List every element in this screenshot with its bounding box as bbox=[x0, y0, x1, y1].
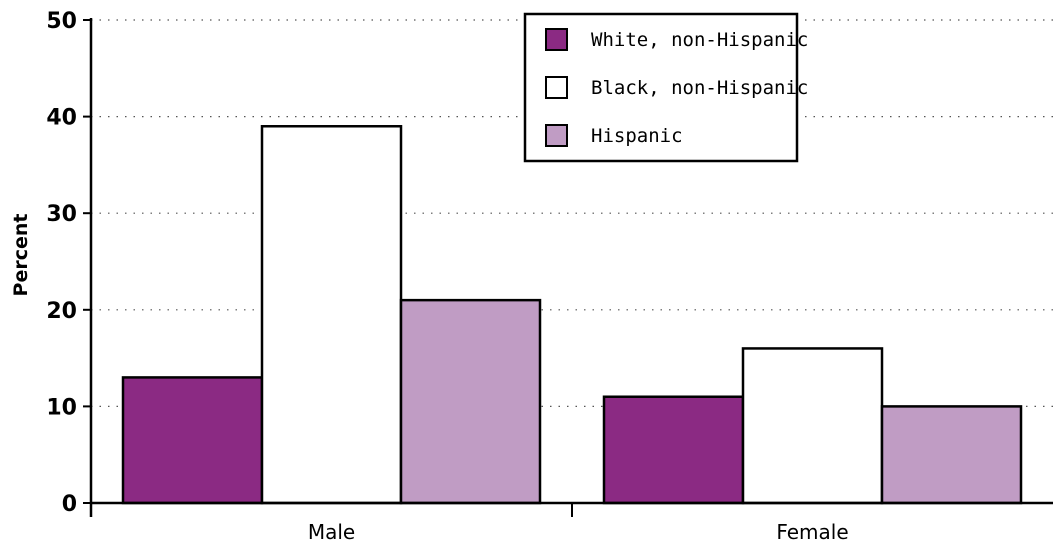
legend-entry: Black, non-Hispanic bbox=[591, 77, 808, 99]
y-tick-label: 20 bbox=[46, 299, 77, 324]
bar-male-series-1 bbox=[121, 376, 264, 505]
bar-male-series-2 bbox=[260, 125, 403, 505]
x-category-label: Female bbox=[776, 520, 848, 544]
bar-male-series-3 bbox=[399, 298, 542, 505]
y-tick-labels: 0 10 20 30 40 50 bbox=[46, 9, 77, 517]
bars bbox=[121, 125, 1023, 505]
legend: White, non-Hispanic Black, non-Hispanic Hi… bbox=[523, 12, 808, 163]
y-tick-label: 10 bbox=[46, 395, 77, 420]
bar-female-series-2 bbox=[741, 347, 884, 505]
legend-entry: White, non-Hispanic bbox=[591, 29, 808, 51]
bar-female-series-1 bbox=[602, 395, 745, 505]
legend-box bbox=[523, 12, 799, 163]
bar-female-series-3 bbox=[880, 405, 1023, 505]
legend-entry: Hispanic bbox=[591, 125, 683, 147]
y-tick-label: 30 bbox=[46, 202, 77, 227]
legend-swatch bbox=[545, 124, 568, 147]
legend-swatch bbox=[545, 76, 568, 99]
x-category-label: Male bbox=[308, 520, 355, 544]
y-tick-label: 0 bbox=[62, 492, 77, 517]
y-tick-label: 50 bbox=[46, 9, 77, 34]
y-tick-label: 40 bbox=[46, 106, 77, 131]
legend-swatch bbox=[545, 28, 568, 51]
axes bbox=[83, 18, 1053, 517]
y-axis-title: Percent bbox=[10, 214, 32, 297]
x-category-labels: Male Female bbox=[308, 520, 849, 544]
